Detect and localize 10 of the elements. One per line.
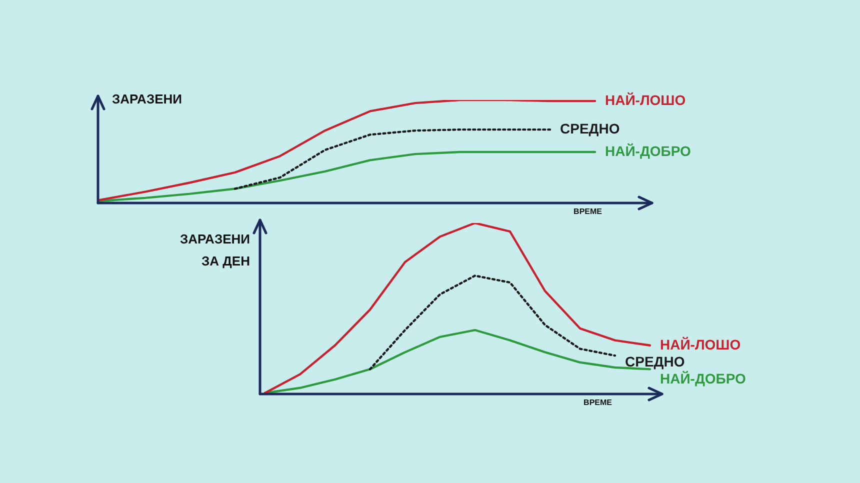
series-label: НАЙ-ДОБРО — [660, 370, 746, 386]
series-label: СРЕДНО — [625, 353, 685, 370]
series-label: НАЙ-ЛОШО — [660, 336, 741, 352]
series-label: НАЙ-ДОБРО — [605, 142, 692, 159]
series-label: СРЕДНО — [560, 120, 620, 136]
x-axis-title: ВРЕМЕ — [584, 398, 613, 408]
x-axis-title: ВРЕМЕ — [574, 207, 603, 216]
series-label: НАЙ-ЛОШО — [605, 92, 686, 108]
y-axis-title: ЗАРАЗЕНИ — [112, 92, 182, 107]
y-axis-title: ЗАРАЗЕНИ ЗА ДЕН — [180, 232, 250, 269]
